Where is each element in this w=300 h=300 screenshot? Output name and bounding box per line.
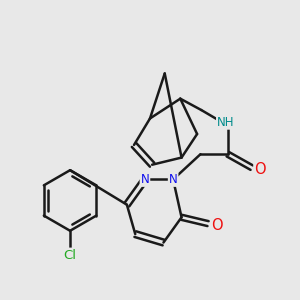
Text: Cl: Cl: [64, 249, 76, 262]
Text: O: O: [212, 218, 223, 233]
Text: N: N: [141, 173, 149, 186]
Text: N: N: [169, 173, 178, 186]
Text: O: O: [254, 162, 266, 177]
Text: NH: NH: [217, 116, 235, 129]
